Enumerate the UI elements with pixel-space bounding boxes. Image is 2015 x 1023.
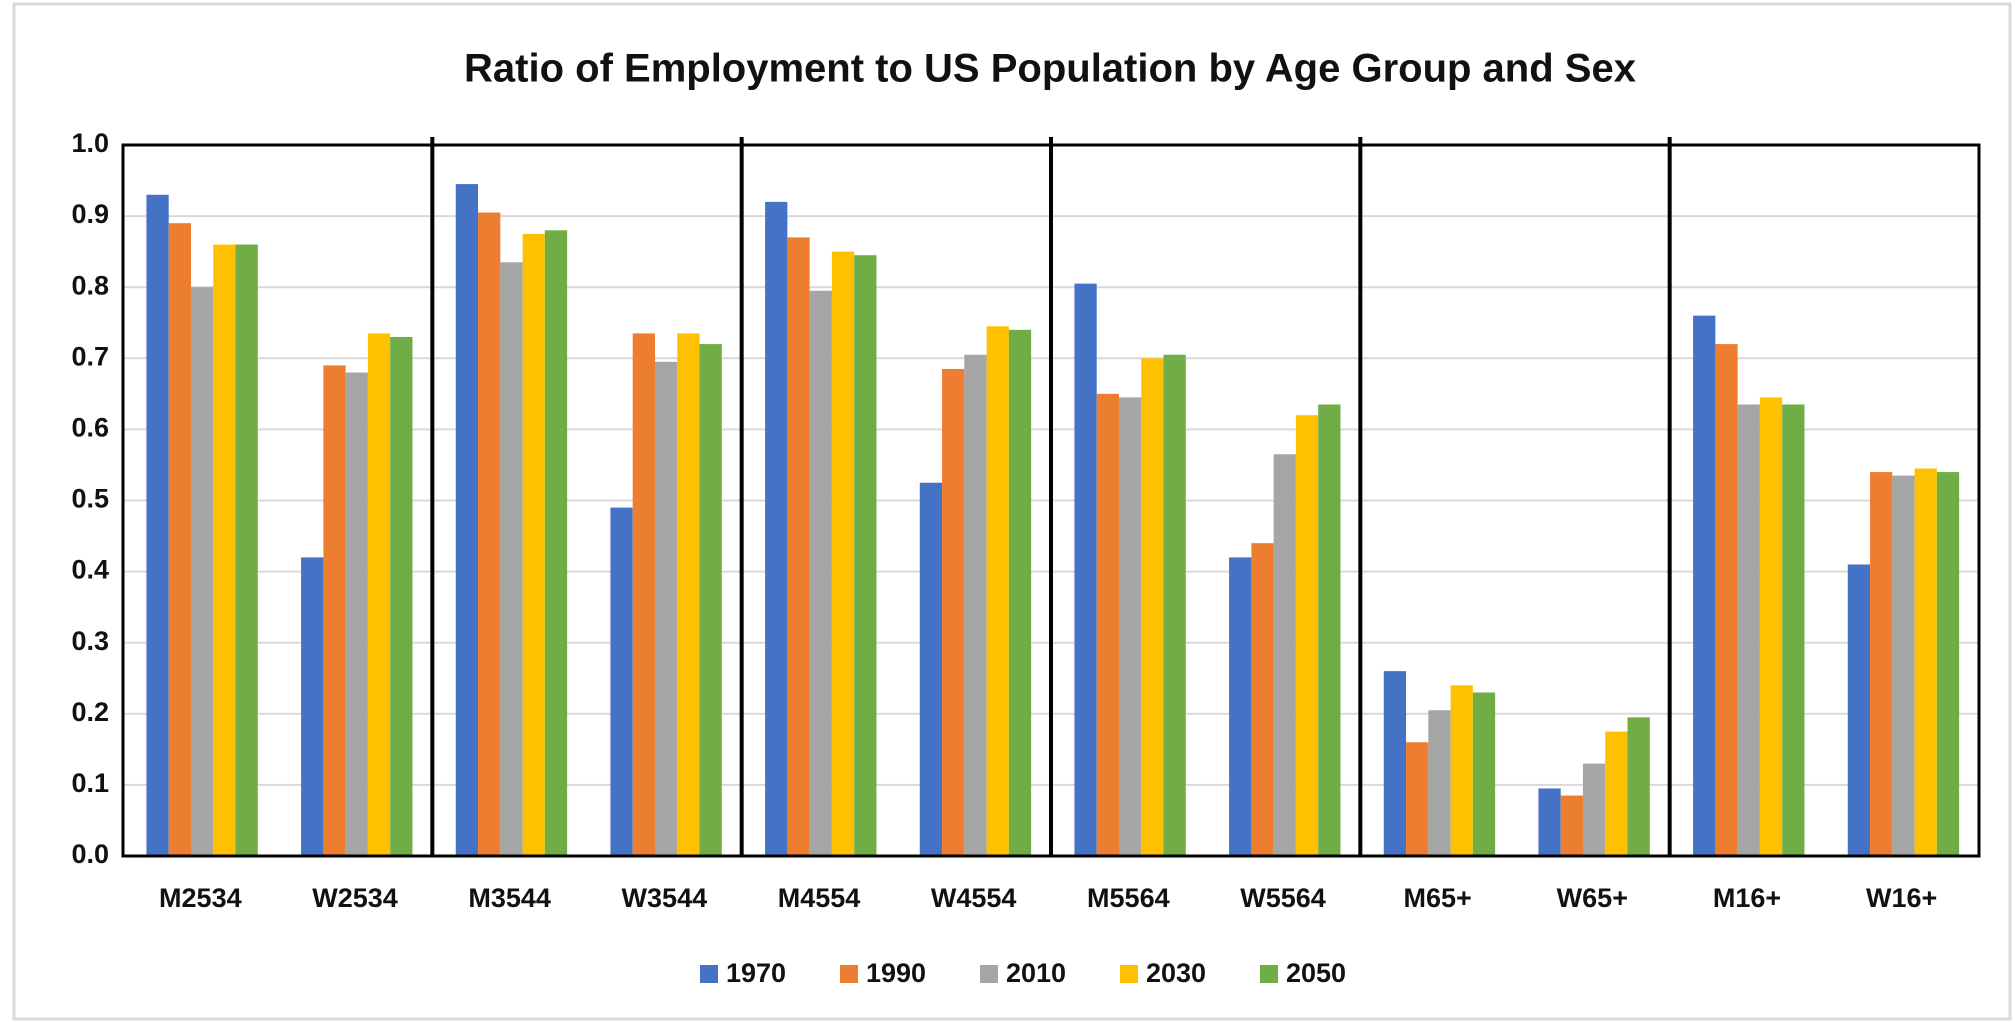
bar: [1715, 344, 1738, 856]
bar: [1627, 717, 1650, 856]
bar: [1163, 354, 1186, 856]
bar: [522, 233, 545, 856]
bar: [1737, 404, 1760, 856]
bar: [765, 201, 788, 856]
legend-label: 2030: [1146, 958, 1206, 988]
y-tick-label: 0.7: [71, 341, 109, 371]
bar: [1582, 763, 1606, 856]
bar: [986, 326, 1009, 856]
legend-label: 2010: [1006, 958, 1066, 988]
bar: [190, 287, 214, 856]
legend-label: 1990: [866, 958, 926, 988]
bar: [1118, 397, 1142, 856]
bar: [1251, 543, 1274, 856]
x-tick-label: M3544: [468, 883, 551, 913]
bar: [478, 212, 501, 857]
legend-swatch: [1120, 965, 1138, 983]
bar: [544, 230, 568, 856]
bar: [677, 333, 700, 856]
x-tick-label: W4554: [931, 883, 1017, 913]
y-tick-label: 0.5: [71, 484, 109, 514]
bar: [1428, 710, 1451, 856]
bar: [1538, 788, 1561, 856]
bar: [1141, 358, 1164, 856]
bar: [699, 344, 722, 856]
y-tick-label: 0.1: [71, 768, 109, 798]
bar: [500, 262, 523, 856]
bar: [323, 365, 346, 856]
bar: [1936, 472, 1960, 856]
x-tick-label: W3544: [622, 883, 708, 913]
bar: [1450, 685, 1473, 856]
bar: [787, 237, 810, 856]
bar: [1759, 397, 1783, 856]
y-tick-label: 0.8: [71, 270, 109, 300]
bar: [1273, 454, 1296, 856]
y-tick-label: 0.3: [71, 626, 109, 656]
bar: [1605, 731, 1628, 856]
x-tick-label: M4554: [778, 883, 861, 913]
y-tick-label: 1.0: [71, 128, 109, 158]
bar: [1914, 468, 1937, 856]
x-tick-label: W5564: [1240, 883, 1326, 913]
bar: [610, 507, 633, 856]
bar: [964, 354, 987, 856]
y-tick-label: 0.6: [71, 413, 109, 443]
bar: [213, 244, 236, 857]
bar: [1229, 557, 1252, 856]
bar: [1847, 564, 1871, 856]
x-tick-label: W65+: [1557, 883, 1628, 913]
bar: [1074, 283, 1097, 856]
bar: [1782, 404, 1805, 856]
bar: [1406, 742, 1429, 856]
y-tick-label: 0.4: [71, 555, 109, 585]
chart-title: Ratio of Employment to US Population by …: [464, 47, 1636, 91]
bar: [455, 184, 479, 857]
x-tick-label: W16+: [1866, 883, 1937, 913]
x-tick-label: M65+: [1404, 883, 1472, 913]
bar: [654, 361, 678, 856]
legend-label: 2050: [1286, 958, 1346, 988]
y-tick-label: 0.0: [71, 839, 109, 869]
legend-swatch: [1260, 965, 1278, 983]
y-tick-label: 0.2: [71, 697, 109, 727]
bar: [919, 482, 943, 856]
bar: [345, 372, 368, 856]
bar: [367, 333, 391, 856]
x-tick-label: M2534: [159, 883, 242, 913]
bar: [390, 336, 413, 857]
plot-border: [121, 143, 1981, 858]
bar: [1693, 315, 1716, 856]
bar: [942, 368, 965, 856]
legend-swatch: [840, 965, 858, 983]
bar: [1870, 472, 1893, 856]
bar: [1008, 329, 1032, 856]
bar: [1383, 671, 1407, 856]
bar: [632, 333, 655, 856]
x-tick-label: M16+: [1713, 883, 1781, 913]
legend-label: 1970: [726, 958, 786, 988]
bar: [1318, 404, 1341, 856]
bar: [1295, 415, 1319, 856]
bar: [146, 194, 169, 856]
bar: [168, 223, 191, 856]
legend-swatch: [700, 965, 718, 983]
bar: [235, 244, 258, 857]
x-tick-label: W2534: [312, 883, 398, 913]
bar: [854, 255, 877, 856]
legend-swatch: [980, 965, 998, 983]
y-tick-label: 0.9: [71, 199, 109, 229]
bar: [1892, 475, 1915, 856]
bar: [1472, 692, 1496, 856]
x-tick-label: M5564: [1087, 883, 1170, 913]
bar: [1560, 795, 1583, 856]
bar: [301, 557, 324, 856]
bar: [809, 290, 832, 856]
bar: [831, 251, 855, 856]
bar: [1096, 393, 1119, 856]
